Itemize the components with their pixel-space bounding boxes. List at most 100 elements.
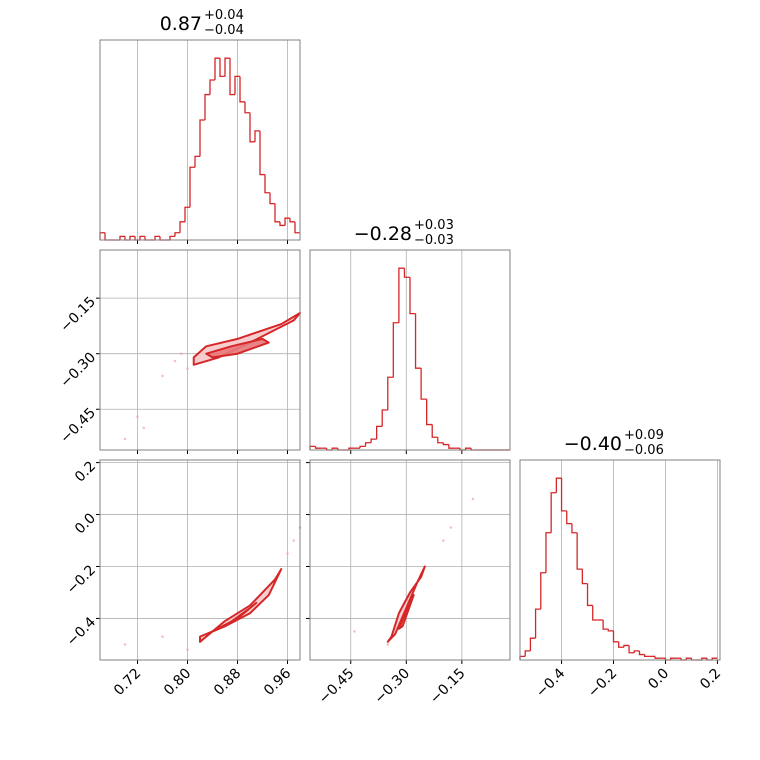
histogram-step [348, 447, 355, 450]
histogram-step [119, 235, 125, 240]
histogram-step [685, 657, 692, 660]
title-value: −0.28 [354, 223, 412, 245]
histogram-step [376, 425, 383, 440]
histogram-step [174, 232, 180, 237]
histogram-step [234, 75, 240, 95]
histogram-step [359, 445, 366, 449]
histogram-step [214, 57, 220, 80]
histogram-step [289, 218, 295, 223]
contour [397, 594, 415, 630]
y-tick-label: −0.30 [57, 349, 99, 391]
histogram-step [464, 447, 472, 450]
sample-point [353, 630, 356, 633]
histogram-step [409, 277, 416, 315]
y-tick-label: −0.15 [57, 294, 99, 336]
contour [211, 601, 258, 633]
contour [192, 311, 301, 366]
histogram-step [398, 267, 405, 323]
histogram-step [612, 630, 619, 643]
title-value: −0.40 [564, 433, 622, 455]
histogram-step [623, 644, 630, 648]
title-plus: +0.04 [204, 8, 244, 23]
histogram-step [437, 437, 444, 444]
y-tick-label: 0.0 [72, 510, 99, 537]
sample-point [123, 643, 127, 646]
histogram-step [194, 155, 200, 168]
panel-frame [99, 39, 301, 241]
histogram-step [279, 221, 285, 227]
histogram-step [403, 268, 410, 278]
sample-point [471, 497, 475, 501]
histogram-step [607, 629, 614, 632]
histogram-step [560, 478, 567, 512]
histogram-step [259, 130, 265, 176]
histogram-step [219, 58, 225, 78]
x-tick-label: 0.2 [697, 666, 724, 693]
sample-point [292, 539, 296, 542]
histogram-step [566, 510, 572, 525]
sample-point [186, 367, 189, 370]
y-tick-label: 0.2 [72, 458, 99, 485]
histogram-step [199, 119, 205, 157]
histogram-step [592, 605, 598, 621]
contour [205, 337, 270, 359]
sample-point [123, 437, 127, 441]
histogram-step [524, 650, 531, 657]
histogram-step [229, 58, 235, 96]
title-plus: +0.09 [624, 428, 664, 443]
histogram-step [540, 572, 546, 610]
histogram-step [431, 424, 438, 438]
histogram-step [448, 444, 455, 449]
x-tick-label: −0.4 [533, 665, 568, 700]
histogram-step [154, 235, 160, 240]
title-plus: +0.03 [414, 218, 454, 233]
histogram-step [711, 657, 718, 660]
sample-point [442, 539, 445, 542]
histogram-step [414, 313, 422, 369]
sample-point [179, 352, 183, 356]
histogram-step [545, 532, 552, 573]
y-tick-label: −0.45 [57, 405, 99, 447]
histogram-step [381, 409, 388, 427]
panel-frame [99, 459, 301, 661]
histogram-step [184, 206, 190, 222]
histogram-step [209, 79, 215, 95]
x-tick-label: −0.30 [371, 666, 413, 708]
sample-point [161, 374, 164, 378]
histogram-step [387, 376, 394, 410]
x-tick-label: −0.15 [427, 666, 469, 708]
x-tick-label: 0.0 [645, 666, 672, 693]
panel-frame [309, 249, 511, 451]
panel-frame [519, 459, 721, 661]
histogram-step [269, 192, 275, 205]
histogram-step [179, 221, 185, 233]
histogram-step [633, 650, 640, 653]
histogram-step [189, 166, 195, 208]
histogram-step [239, 76, 245, 103]
histogram-step [284, 217, 290, 226]
histogram-step [129, 235, 135, 240]
histogram-step [618, 641, 624, 648]
histogram-step [104, 232, 110, 241]
histogram-step [571, 523, 578, 534]
histogram-step [628, 645, 635, 654]
histogram-step [274, 203, 280, 223]
panel-frame [309, 459, 511, 661]
panel-frame [99, 249, 301, 451]
title-value: 0.87 [160, 13, 202, 35]
sample-point [161, 635, 164, 638]
sample-point [386, 643, 390, 646]
histogram-step [264, 174, 270, 194]
histogram-step [254, 130, 260, 142]
histogram-step [701, 657, 708, 660]
histogram-step [139, 235, 145, 240]
histogram-step [364, 442, 372, 447]
x-tick-label: 0.72 [111, 666, 144, 699]
x-tick-label: −0.45 [316, 666, 358, 708]
histogram-step [654, 656, 661, 659]
histogram-step [169, 235, 175, 240]
histogram-step [602, 620, 609, 630]
sample-point [142, 426, 146, 430]
histogram-step [224, 57, 230, 77]
